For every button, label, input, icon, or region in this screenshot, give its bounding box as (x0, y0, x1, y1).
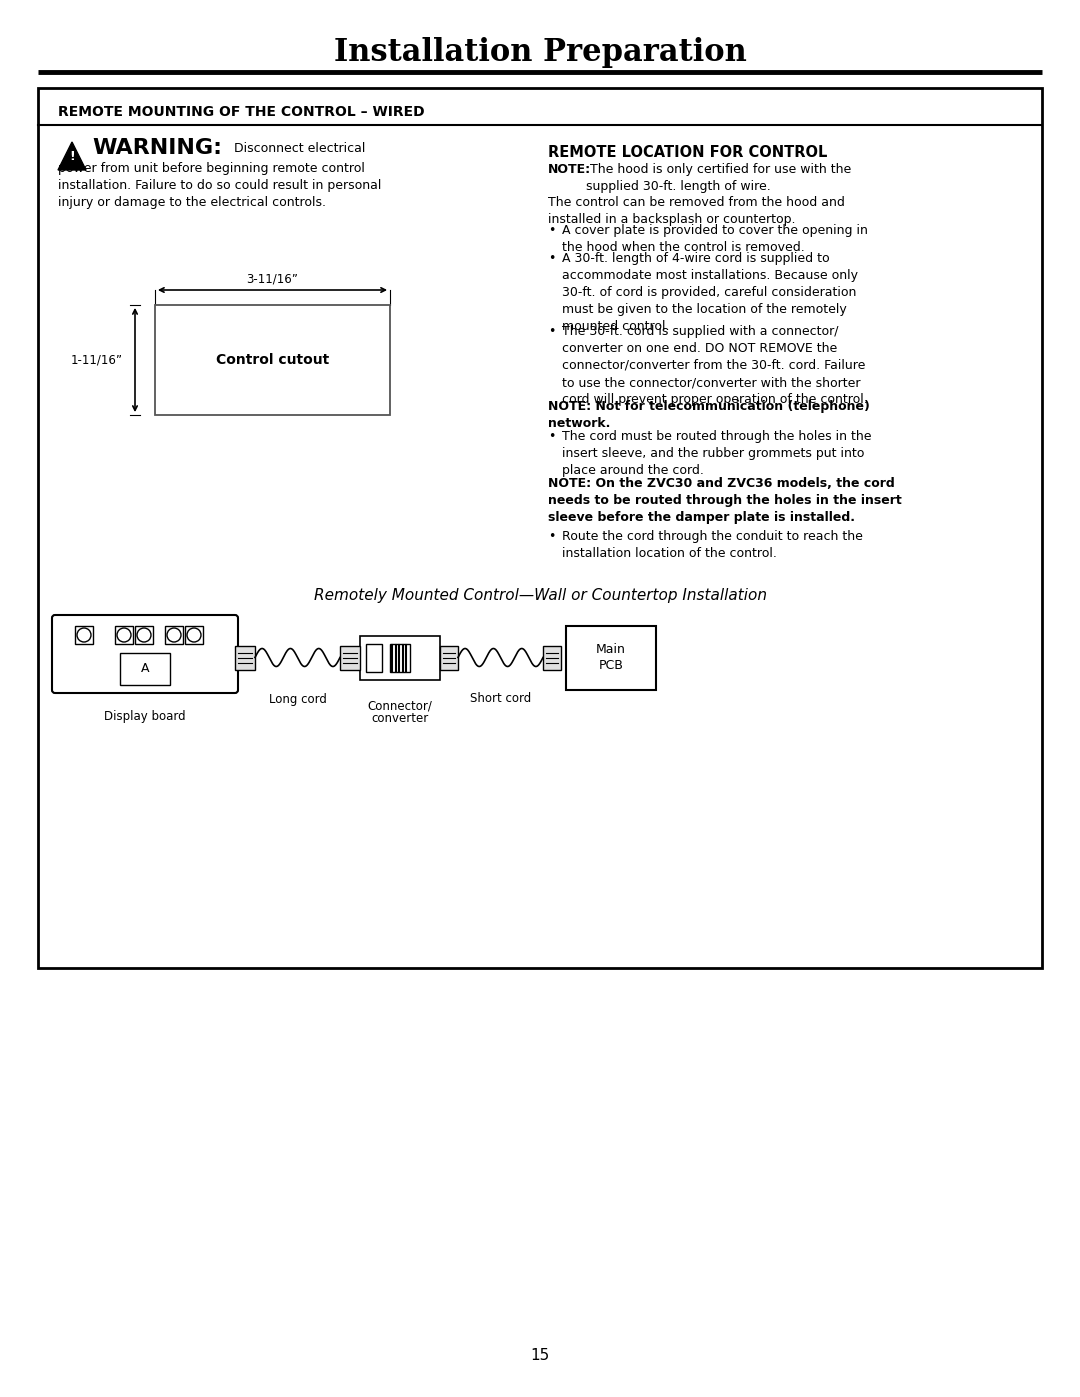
Text: REMOTE MOUNTING OF THE CONTROL – WIRED: REMOTE MOUNTING OF THE CONTROL – WIRED (58, 105, 424, 119)
Bar (75, 626, 93, 644)
Text: 3-11/16”: 3-11/16” (246, 272, 298, 286)
Text: The hood is only certified for use with the
supplied 30-ft. length of wire.: The hood is only certified for use with … (586, 163, 851, 193)
Text: The 30-ft. cord is supplied with a connector/
converter on one end. DO NOT REMOV: The 30-ft. cord is supplied with a conne… (562, 326, 867, 407)
FancyBboxPatch shape (52, 615, 238, 693)
Text: converter: converter (372, 711, 429, 725)
Text: REMOTE LOCATION FOR CONTROL: REMOTE LOCATION FOR CONTROL (548, 145, 827, 161)
Bar (185, 626, 203, 644)
Text: •: • (548, 224, 555, 237)
Text: Route the cord through the conduit to reach the
installation location of the con: Route the cord through the conduit to re… (562, 529, 863, 560)
Text: Disconnect electrical: Disconnect electrical (230, 141, 365, 155)
Bar (566, 626, 656, 690)
Bar (390, 644, 410, 672)
Text: Long cord: Long cord (269, 693, 326, 705)
Text: •: • (548, 430, 555, 443)
Text: Display board: Display board (104, 710, 186, 724)
Text: Short cord: Short cord (470, 693, 531, 705)
Bar (165, 626, 183, 644)
Bar (360, 636, 440, 679)
Text: NOTE:: NOTE: (548, 163, 591, 176)
Text: 15: 15 (530, 1348, 550, 1362)
Text: •: • (548, 326, 555, 338)
Text: Remotely Mounted Control—Wall or Countertop Installation: Remotely Mounted Control—Wall or Counter… (313, 588, 767, 604)
Text: NOTE: On the ZVC30 and ZVC36 models, the cord
needs to be routed through the hol: NOTE: On the ZVC30 and ZVC36 models, the… (548, 476, 902, 524)
Bar (440, 645, 458, 669)
Text: A cover plate is provided to cover the opening in
the hood when the control is r: A cover plate is provided to cover the o… (562, 224, 868, 254)
Text: WARNING:: WARNING: (92, 138, 222, 158)
Text: A: A (140, 662, 149, 676)
Text: Installation Preparation: Installation Preparation (334, 36, 746, 67)
Bar (156, 305, 390, 415)
Polygon shape (58, 142, 86, 170)
Bar (120, 652, 170, 685)
Text: NOTE: Not for telecommunication (telephone)
network.: NOTE: Not for telecommunication (telepho… (548, 400, 869, 430)
Text: Control cutout: Control cutout (216, 353, 329, 367)
Bar (235, 645, 255, 669)
Bar (340, 645, 360, 669)
Text: The control can be removed from the hood and
installed in a backsplash or counte: The control can be removed from the hood… (548, 196, 845, 226)
Bar (135, 626, 153, 644)
Text: Main: Main (596, 643, 626, 657)
Text: PCB: PCB (598, 659, 623, 672)
Text: !: ! (69, 149, 75, 162)
Text: The cord must be routed through the holes in the
insert sleeve, and the rubber g: The cord must be routed through the hole… (562, 430, 872, 476)
Text: •: • (548, 529, 555, 543)
Bar (366, 644, 382, 672)
Text: power from unit before beginning remote control
installation. Failure to do so c: power from unit before beginning remote … (58, 162, 381, 210)
Bar (114, 626, 133, 644)
Text: A 30-ft. length of 4-wire cord is supplied to
accommodate most installations. Be: A 30-ft. length of 4-wire cord is suppli… (562, 251, 858, 332)
Bar (543, 645, 561, 669)
Text: Connector/: Connector/ (367, 700, 432, 712)
Bar (38, 88, 1042, 968)
Text: •: • (548, 251, 555, 265)
Text: 1-11/16”: 1-11/16” (71, 353, 123, 366)
